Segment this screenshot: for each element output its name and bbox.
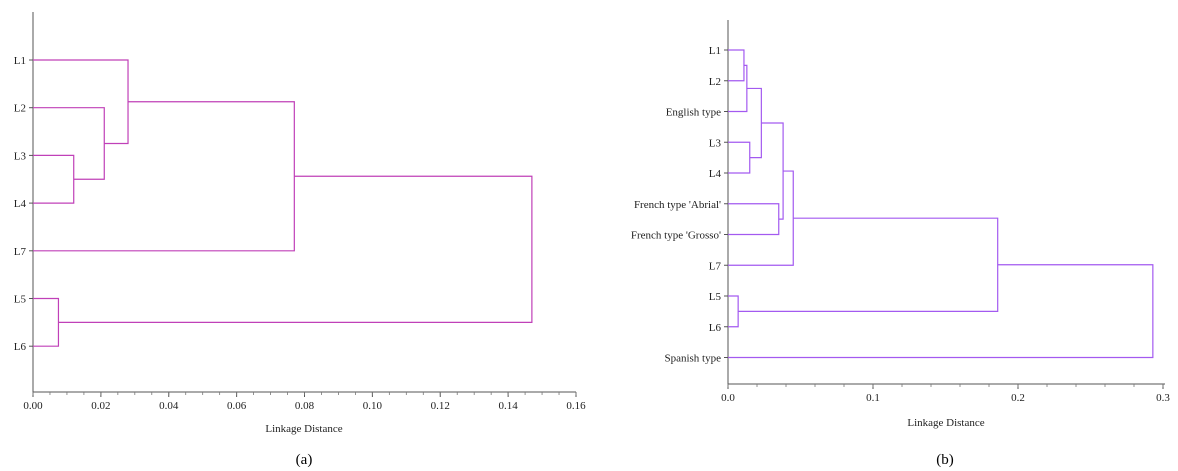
- leaf-label: L4: [709, 168, 722, 180]
- dendrogram-link: [761, 122, 784, 220]
- leaf-label: L4: [14, 198, 27, 210]
- x-tick-label: 0.3: [1156, 392, 1170, 404]
- links-a: [33, 59, 533, 347]
- x-tick-label: 0.14: [499, 400, 519, 412]
- leaf-label: English type: [666, 107, 721, 119]
- leaf-label: L3: [709, 137, 722, 149]
- dendrogram-a: 0.00 0.02 0.04 0.06 0.08 0.10 0.12 0.14 0.16 L1L…: [14, 12, 586, 468]
- x-tick-label: 0.06: [227, 400, 247, 412]
- panel-label-a: (a): [296, 452, 313, 468]
- x-tick-label: 0.04: [159, 400, 179, 412]
- dendrogram-link: [58, 175, 533, 323]
- x-tick-label: 0.08: [295, 400, 315, 412]
- leaf-label: L7: [14, 246, 27, 258]
- dendrogram-link: [33, 101, 295, 252]
- leaf-label: L1: [14, 55, 26, 67]
- leaf-labels-a: L1 L2 L3 L4 L7 L5 L6: [14, 55, 33, 353]
- dendrogram-link: [33, 59, 129, 145]
- x-tick-label: 0.0: [721, 392, 735, 404]
- leaf-label: L2: [14, 103, 26, 115]
- dendrogram-link: [33, 154, 75, 204]
- leaf-label: L5: [14, 294, 27, 306]
- x-ticks-a: 0.00 0.02 0.04 0.06 0.08 0.10 0.12 0.14 0.16: [23, 392, 586, 412]
- x-tick-label: 0.02: [91, 400, 110, 412]
- links-b: [728, 49, 1154, 359]
- x-tick-label: 0.12: [431, 400, 450, 412]
- dendrogram-link: [728, 203, 780, 236]
- x-axis-title-b: Linkage Distance: [907, 417, 984, 429]
- dendrogram-b: 0.0 0.1 0.2 0.3 L1 L2 English type L3 L4 French …: [631, 20, 1170, 468]
- x-tick-label: 0.00: [23, 400, 43, 412]
- x-tick-label: 0.10: [363, 400, 383, 412]
- panel-label-b: (b): [936, 452, 954, 468]
- leaf-labels-b: L1 L2 English type L3 L4 French type 'Abrial'…: [631, 45, 728, 365]
- dendrogram-link: [728, 49, 745, 82]
- leaf-label: French type 'Grosso': [631, 230, 721, 242]
- x-tick-label: 0.2: [1011, 392, 1025, 404]
- dendrogram-link: [728, 141, 751, 174]
- x-tick-label: 0.1: [866, 392, 880, 404]
- x-axis-title-a: Linkage Distance: [265, 423, 342, 435]
- dendrogram-link: [33, 107, 105, 180]
- dendrogram-link: [746, 87, 762, 159]
- leaf-label: French type 'Abrial': [634, 199, 721, 211]
- leaf-label: L5: [709, 291, 722, 303]
- leaf-label: L6: [709, 322, 722, 334]
- leaf-label: L7: [709, 260, 722, 272]
- leaf-label: L2: [709, 76, 721, 88]
- dendrogram-link: [33, 297, 60, 347]
- dendrogram-link: [728, 264, 1154, 359]
- leaf-label: Spanish type: [664, 353, 721, 365]
- x-ticks-b: 0.0 0.1 0.2 0.3: [721, 384, 1170, 404]
- leaf-label: L6: [14, 341, 27, 353]
- x-tick-label: 0.16: [566, 400, 586, 412]
- leaf-label: L3: [14, 150, 27, 162]
- dendrogram-link: [728, 295, 739, 328]
- leaf-label: L1: [709, 45, 721, 57]
